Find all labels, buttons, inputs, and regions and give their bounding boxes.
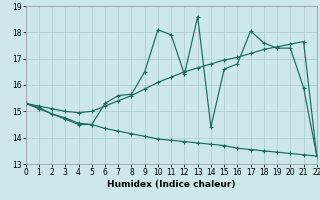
X-axis label: Humidex (Indice chaleur): Humidex (Indice chaleur) [107,180,236,189]
